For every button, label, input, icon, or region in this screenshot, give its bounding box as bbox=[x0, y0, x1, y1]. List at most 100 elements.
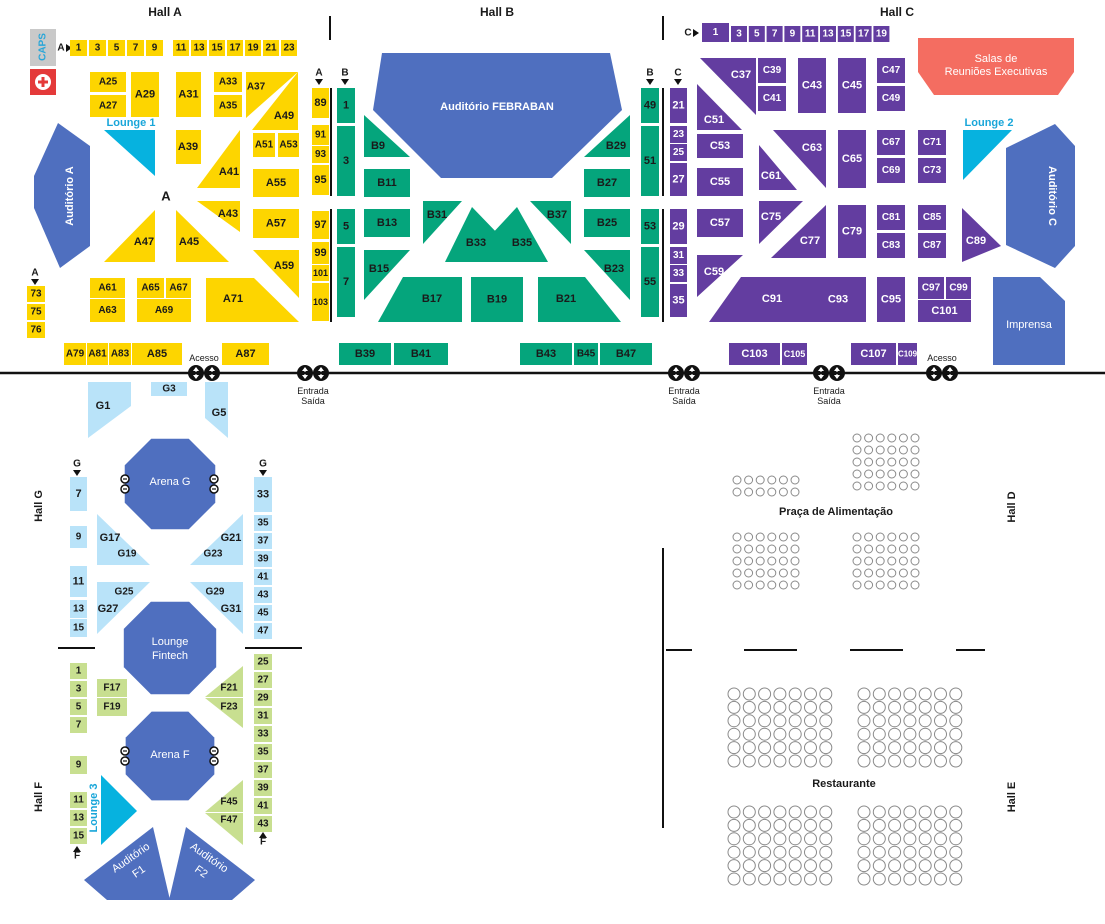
booth-c97[interactable] bbox=[918, 277, 944, 299]
booth-25[interactable] bbox=[254, 654, 272, 670]
booth-b21[interactable] bbox=[538, 277, 621, 322]
booth-9[interactable] bbox=[146, 40, 163, 56]
booth-c55[interactable] bbox=[697, 168, 743, 196]
booth-43[interactable] bbox=[254, 587, 272, 603]
arena-g-shape[interactable] bbox=[124, 438, 216, 530]
booth-39[interactable] bbox=[254, 551, 272, 567]
booth-a43[interactable] bbox=[197, 201, 240, 232]
booth-17[interactable] bbox=[855, 26, 872, 42]
booth-45[interactable] bbox=[254, 605, 272, 621]
booth-37[interactable] bbox=[254, 762, 272, 778]
booth-76[interactable] bbox=[27, 322, 45, 338]
booth-11[interactable] bbox=[70, 792, 87, 808]
booth-c37[interactable] bbox=[700, 58, 756, 115]
booth-c101[interactable] bbox=[918, 300, 971, 322]
booth-15[interactable] bbox=[209, 40, 225, 56]
booth-g17[interactable] bbox=[97, 514, 150, 565]
booth-c99[interactable] bbox=[946, 277, 971, 299]
booth-f21[interactable] bbox=[205, 666, 243, 697]
booth-13[interactable] bbox=[820, 26, 836, 42]
booth-95[interactable] bbox=[312, 165, 329, 195]
booth-5[interactable] bbox=[108, 40, 125, 56]
booth-f23[interactable] bbox=[205, 698, 243, 728]
booth-55[interactable] bbox=[641, 247, 659, 317]
booth-b23[interactable] bbox=[584, 250, 630, 300]
booth-b31[interactable] bbox=[423, 201, 462, 244]
booth-43[interactable] bbox=[254, 816, 272, 832]
booth-1[interactable] bbox=[337, 88, 355, 123]
booth-33[interactable] bbox=[254, 726, 272, 742]
booth-23[interactable] bbox=[670, 126, 687, 143]
booth-f17[interactable] bbox=[97, 679, 127, 697]
booth-13[interactable] bbox=[70, 600, 87, 618]
booth-g27[interactable] bbox=[97, 582, 150, 634]
booth-7[interactable] bbox=[70, 717, 87, 733]
booth-19[interactable] bbox=[873, 26, 890, 42]
booth-7[interactable] bbox=[127, 40, 144, 56]
booth-a45[interactable] bbox=[176, 210, 229, 262]
lounge-fintech-shape[interactable] bbox=[123, 601, 217, 695]
booth-c85[interactable] bbox=[918, 205, 946, 230]
booth-41[interactable] bbox=[254, 798, 272, 814]
booth-9[interactable] bbox=[784, 26, 801, 42]
booth-99[interactable] bbox=[312, 242, 329, 264]
booth-b11[interactable] bbox=[364, 169, 410, 197]
booth-33[interactable] bbox=[670, 265, 687, 282]
booth-b35[interactable] bbox=[490, 207, 548, 262]
booth-21[interactable] bbox=[263, 40, 279, 56]
booth-49[interactable] bbox=[641, 88, 659, 123]
booth-13[interactable] bbox=[191, 40, 207, 56]
booth-a25[interactable] bbox=[90, 72, 126, 92]
booth-3[interactable] bbox=[89, 40, 106, 56]
booth-c43[interactable] bbox=[798, 58, 826, 113]
booth-7[interactable] bbox=[766, 26, 783, 42]
booth-3[interactable] bbox=[337, 126, 355, 196]
booth-a67[interactable] bbox=[166, 278, 191, 298]
booth-c47[interactable] bbox=[877, 58, 905, 83]
booth-b29[interactable] bbox=[584, 115, 630, 157]
booth-c41[interactable] bbox=[758, 86, 786, 111]
booth-47[interactable] bbox=[254, 623, 272, 639]
booth-c89[interactable] bbox=[962, 208, 1001, 262]
booth-c39[interactable] bbox=[758, 58, 786, 83]
booth-97[interactable] bbox=[312, 211, 329, 239]
booth-a37[interactable] bbox=[246, 72, 298, 118]
booth-15[interactable] bbox=[70, 619, 87, 637]
booth-a39[interactable] bbox=[176, 130, 201, 164]
booth-a65[interactable] bbox=[137, 278, 164, 298]
booth-a33[interactable] bbox=[214, 72, 242, 92]
booth-27[interactable] bbox=[670, 163, 687, 196]
booth-39[interactable] bbox=[254, 780, 272, 796]
booth-1[interactable] bbox=[702, 23, 729, 42]
booth-b39[interactable] bbox=[339, 343, 391, 365]
booth-a53[interactable] bbox=[278, 133, 299, 157]
booth-3[interactable] bbox=[731, 26, 747, 42]
booth-c67[interactable] bbox=[877, 130, 905, 155]
booth-g21[interactable] bbox=[190, 514, 243, 565]
booth-a81[interactable] bbox=[87, 343, 108, 365]
booth-c57[interactable] bbox=[697, 209, 743, 237]
booth-c107[interactable] bbox=[851, 343, 896, 365]
booth-11[interactable] bbox=[173, 40, 189, 56]
booth-9[interactable] bbox=[70, 526, 87, 548]
booth-a69[interactable] bbox=[137, 299, 191, 322]
booth-91[interactable] bbox=[312, 125, 329, 145]
booth-c75[interactable] bbox=[759, 201, 803, 244]
booth-15[interactable] bbox=[837, 26, 854, 42]
booth-11[interactable] bbox=[70, 566, 87, 597]
booth-b45[interactable] bbox=[574, 343, 598, 365]
booth-c109[interactable] bbox=[898, 343, 917, 365]
booth-a63[interactable] bbox=[90, 299, 125, 322]
booth-a83[interactable] bbox=[109, 343, 131, 365]
booth-g31[interactable] bbox=[190, 582, 243, 634]
booth-31[interactable] bbox=[254, 708, 272, 724]
booth-b13[interactable] bbox=[364, 209, 410, 237]
booth-b25[interactable] bbox=[584, 209, 630, 237]
booth-1[interactable] bbox=[70, 663, 87, 679]
booth-73[interactable] bbox=[27, 286, 45, 302]
booth-29[interactable] bbox=[670, 209, 687, 244]
booth-a29[interactable] bbox=[131, 72, 159, 117]
booth-35[interactable] bbox=[254, 515, 272, 531]
booth-a31[interactable] bbox=[176, 72, 201, 117]
booth-a71[interactable] bbox=[206, 278, 299, 322]
